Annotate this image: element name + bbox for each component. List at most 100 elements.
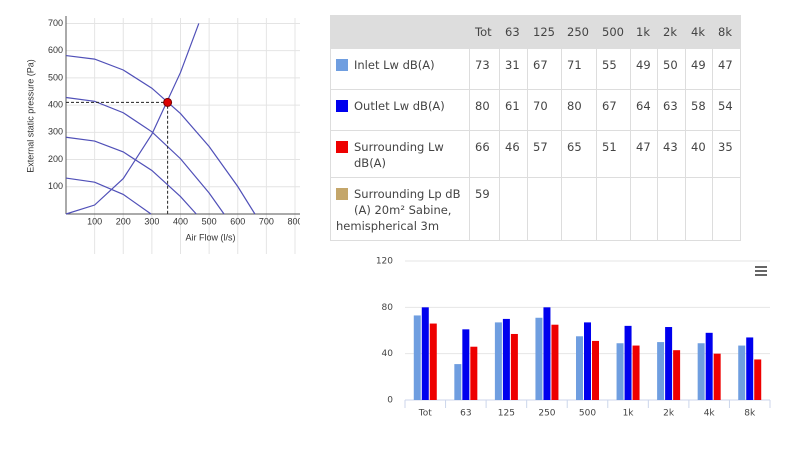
x-tick-label: 400 xyxy=(173,216,188,226)
fan-curve xyxy=(65,96,225,215)
fan-curve xyxy=(65,177,152,215)
value-cell: 49 xyxy=(630,48,658,90)
color-swatch xyxy=(336,188,348,200)
x-tick-label: 600 xyxy=(230,216,245,226)
bar xyxy=(713,353,721,400)
column-header: 500 xyxy=(596,15,631,49)
column-header: Tot xyxy=(469,15,500,49)
bar xyxy=(673,350,681,400)
y-tick-label: 300 xyxy=(48,127,63,137)
column-header: 4k xyxy=(685,15,713,49)
x-tick-label: 200 xyxy=(116,216,131,226)
x-tick-label: 8k xyxy=(744,409,756,419)
value-cell: 67 xyxy=(596,89,631,131)
table-row: Outlet Lw dB(A) 80 61 70 80 67 64 63 58 54 xyxy=(330,89,741,131)
value-cell: 66 xyxy=(469,130,500,178)
bar xyxy=(510,333,518,400)
y-tick-label: 200 xyxy=(48,154,63,164)
y-tick-label: 0 xyxy=(387,396,393,406)
color-swatch xyxy=(336,141,348,153)
bar xyxy=(592,340,599,400)
value-cell: 70 xyxy=(527,89,562,131)
y-tick-label: 600 xyxy=(48,45,63,55)
y-axis-label: External static pressure (Pa) xyxy=(25,59,35,173)
bar xyxy=(746,337,754,400)
bar xyxy=(584,322,591,400)
column-header: 1k xyxy=(630,15,658,49)
header-row: Tot 63 125 250 500 1k 2k 4k 8k xyxy=(330,15,741,49)
table-row: Inlet Lw dB(A) 73 31 67 71 55 49 50 49 47 xyxy=(330,48,741,90)
bar xyxy=(624,325,632,400)
value-cell: 58 xyxy=(685,89,713,131)
value-cell: 59 xyxy=(469,177,500,241)
operating-point xyxy=(163,97,173,107)
y-tick-label: 40 xyxy=(382,349,394,359)
x-tick-label: 63 xyxy=(460,409,471,419)
bar-chart: 0 40 80 120 Tot 63 125 250 500 1k 2k 4k 8k xyxy=(376,257,771,419)
x-tick-label: Tot xyxy=(418,409,432,419)
value-cell xyxy=(561,177,597,241)
y-tick-label: 400 xyxy=(48,99,63,109)
value-cell: 71 xyxy=(561,48,597,90)
value-cell: 43 xyxy=(657,130,686,178)
value-cell: 57 xyxy=(527,130,562,178)
value-cell: 61 xyxy=(499,89,528,131)
bar xyxy=(551,324,559,400)
row-label: Surrounding Lw dB(A) xyxy=(354,140,444,170)
header-cell xyxy=(330,15,470,49)
value-cell xyxy=(527,177,562,241)
value-cell: 31 xyxy=(499,48,528,90)
bar xyxy=(738,345,746,400)
column-header: 2k xyxy=(657,15,686,49)
guide-line xyxy=(66,101,169,214)
value-cell: 64 xyxy=(630,89,658,131)
value-cell: 73 xyxy=(469,48,500,90)
bar xyxy=(502,318,510,400)
table-row: Surrounding Lp dB (A) 20m² Sabine, hemis… xyxy=(330,177,741,241)
column-header: 250 xyxy=(561,15,597,49)
value-cell: 35 xyxy=(712,130,741,178)
bar xyxy=(429,323,437,400)
value-cell: 67 xyxy=(527,48,562,90)
bar xyxy=(665,327,673,400)
bar xyxy=(462,329,470,400)
y-tick-label: 500 xyxy=(48,72,63,82)
y-tick-label: 700 xyxy=(48,18,63,28)
y-tick-label: 100 xyxy=(48,181,63,191)
bar xyxy=(705,332,713,400)
x-tick-label: 500 xyxy=(579,409,596,419)
value-cell xyxy=(685,177,713,241)
value-cell: 80 xyxy=(561,89,597,131)
x-tick-label: 800 xyxy=(287,216,300,226)
fan-curve xyxy=(65,23,200,215)
column-header: 125 xyxy=(527,15,562,49)
fan-curve xyxy=(65,136,197,215)
value-cell: 54 xyxy=(712,89,741,131)
table-row: Surrounding Lw dB(A) 66 46 57 65 51 47 43 40 35 xyxy=(330,130,741,178)
y-tick-label: 80 xyxy=(382,303,394,313)
x-tick-label: 125 xyxy=(498,409,515,419)
value-cell: 47 xyxy=(630,130,658,178)
value-cell xyxy=(499,177,528,241)
value-cell xyxy=(630,177,658,241)
row-label: Outlet Lw dB(A) xyxy=(354,99,445,113)
value-cell: 40 xyxy=(685,130,713,178)
value-cell: 50 xyxy=(657,48,686,90)
value-cell: 65 xyxy=(561,130,597,178)
row-label-cell: Surrounding Lw dB(A) xyxy=(330,130,470,178)
value-cell xyxy=(657,177,686,241)
menu-icon[interactable] xyxy=(755,266,767,276)
bar xyxy=(616,343,624,400)
value-cell: 80 xyxy=(469,89,500,131)
row-label-cell: Inlet Lw dB(A) xyxy=(330,48,470,90)
bar xyxy=(632,345,640,400)
value-cell: 63 xyxy=(657,89,686,131)
row-label: Inlet Lw dB(A) xyxy=(354,58,435,72)
bar xyxy=(413,315,421,400)
x-tick-label: 700 xyxy=(259,216,274,226)
x-tick-label: 250 xyxy=(538,409,555,419)
column-header: 8k xyxy=(712,15,741,49)
value-cell xyxy=(712,177,741,241)
value-cell: 51 xyxy=(596,130,631,178)
